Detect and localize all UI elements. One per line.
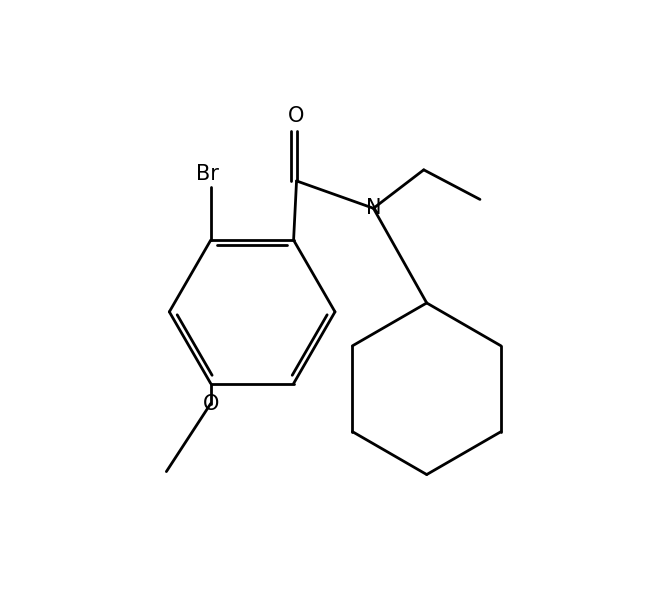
Text: N: N [366,198,381,218]
Text: O: O [288,106,305,127]
Text: Br: Br [196,164,219,184]
Text: O: O [202,394,219,413]
